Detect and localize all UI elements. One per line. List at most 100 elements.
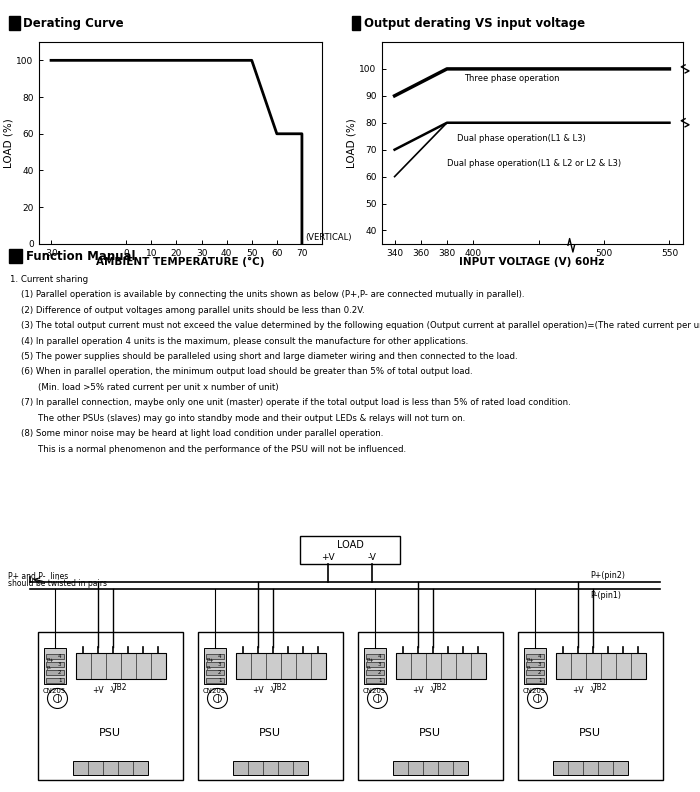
Text: Function Manual: Function Manual xyxy=(26,249,135,263)
Bar xyxy=(552,761,627,775)
Bar xyxy=(46,662,64,667)
Text: Dual phase operation(L1 & L2 or L2 & L3): Dual phase operation(L1 & L2 or L2 & L3) xyxy=(447,158,621,168)
Bar xyxy=(526,670,543,675)
Text: PSU: PSU xyxy=(419,728,441,737)
Text: 3: 3 xyxy=(538,662,542,667)
Bar xyxy=(73,761,148,775)
Bar xyxy=(556,653,645,679)
Text: P-: P- xyxy=(46,666,51,672)
Text: 2: 2 xyxy=(378,670,382,675)
Text: 4: 4 xyxy=(538,653,542,659)
Text: 1: 1 xyxy=(378,678,382,683)
Text: 1: 1 xyxy=(538,678,542,683)
Bar xyxy=(393,761,468,775)
Bar xyxy=(206,678,223,683)
Bar xyxy=(517,632,662,780)
Text: (VERTICAL): (VERTICAL) xyxy=(306,233,352,242)
Bar xyxy=(365,670,384,675)
Text: AMBIENT TEMPERATURE (°C): AMBIENT TEMPERATURE (°C) xyxy=(97,257,265,268)
Text: Dual phase operation(L1 & L3): Dual phase operation(L1 & L3) xyxy=(457,135,586,143)
Text: P+: P+ xyxy=(526,658,534,663)
Bar xyxy=(395,653,486,679)
Text: PSU: PSU xyxy=(579,728,601,737)
Text: (3) The total output current must not exceed the value determined by the followi: (3) The total output current must not ex… xyxy=(21,321,700,330)
Bar xyxy=(526,653,543,659)
Text: 4: 4 xyxy=(378,653,382,659)
Text: 1. Current sharing: 1. Current sharing xyxy=(10,275,89,284)
Text: (6) When in parallel operation, the minimum output load should be greater than 5: (6) When in parallel operation, the mini… xyxy=(21,367,472,376)
Text: P+(pin2): P+(pin2) xyxy=(590,571,625,580)
Text: +V: +V xyxy=(321,553,335,562)
Y-axis label: LOAD (%): LOAD (%) xyxy=(346,118,356,168)
Text: +V: +V xyxy=(572,687,584,695)
Text: -V: -V xyxy=(270,687,276,695)
Text: Output derating VS input voltage: Output derating VS input voltage xyxy=(364,17,585,30)
Text: TB2: TB2 xyxy=(433,683,448,692)
Bar xyxy=(358,632,503,780)
Text: -V: -V xyxy=(429,687,437,695)
Bar xyxy=(76,653,165,679)
Text: P-: P- xyxy=(367,666,372,672)
Text: (5) The power supplies should be paralleled using short and large diameter wirin: (5) The power supplies should be paralle… xyxy=(21,352,517,361)
Text: TB2: TB2 xyxy=(273,683,288,692)
Text: (7) In parallel connection, maybe only one unit (master) operate if the total ou: (7) In parallel connection, maybe only o… xyxy=(21,398,570,407)
Text: Three phase operation: Three phase operation xyxy=(464,74,559,83)
Bar xyxy=(197,632,342,780)
Text: CN205: CN205 xyxy=(363,687,386,694)
Bar xyxy=(365,678,384,683)
Bar xyxy=(526,678,543,683)
Text: 3: 3 xyxy=(218,662,221,667)
Text: P+ and P-  lines: P+ and P- lines xyxy=(8,572,69,581)
Text: 3: 3 xyxy=(58,662,62,667)
Bar xyxy=(300,535,400,564)
Text: 4: 4 xyxy=(218,653,221,659)
Bar xyxy=(365,662,384,667)
Text: (Min. load >5% rated current per unit x number of unit): (Min. load >5% rated current per unit x … xyxy=(38,383,279,392)
Text: P-: P- xyxy=(526,666,531,672)
Text: (4) In parallel operation 4 units is the maximum, please consult the manufacture: (4) In parallel operation 4 units is the… xyxy=(21,337,468,345)
Text: 1: 1 xyxy=(58,678,62,683)
Text: TB2: TB2 xyxy=(113,683,127,692)
Bar xyxy=(206,662,223,667)
Text: +V: +V xyxy=(92,687,104,695)
Bar xyxy=(235,653,326,679)
Text: CN205: CN205 xyxy=(43,687,66,694)
Text: P-(pin1): P-(pin1) xyxy=(590,591,621,600)
Bar xyxy=(206,653,223,659)
Text: -V: -V xyxy=(589,687,596,695)
Text: (8) Some minor noise may be heard at light load condition under parallel operati: (8) Some minor noise may be heard at lig… xyxy=(21,429,384,438)
Text: LOAD: LOAD xyxy=(337,539,363,550)
Bar xyxy=(46,670,64,675)
Text: P+: P+ xyxy=(367,658,374,663)
Text: CN205: CN205 xyxy=(523,687,546,694)
Text: INPUT VOLTAGE (V) 60Hz: INPUT VOLTAGE (V) 60Hz xyxy=(459,257,605,268)
Text: 2: 2 xyxy=(218,670,221,675)
Text: Derating Curve: Derating Curve xyxy=(23,17,124,30)
Text: P+: P+ xyxy=(206,658,214,663)
Text: +V: +V xyxy=(252,687,264,695)
Bar xyxy=(524,648,545,683)
Text: P-: P- xyxy=(206,666,211,672)
Text: (2) Difference of output voltages among parallel units should be less than 0.2V.: (2) Difference of output voltages among … xyxy=(21,306,365,314)
Text: -V: -V xyxy=(109,687,117,695)
Text: -V: -V xyxy=(368,553,377,562)
Text: 4: 4 xyxy=(58,653,62,659)
Text: P+: P+ xyxy=(46,658,54,663)
Text: PSU: PSU xyxy=(99,728,121,737)
Bar xyxy=(232,761,307,775)
Text: 2: 2 xyxy=(58,670,62,675)
Text: CN205: CN205 xyxy=(203,687,226,694)
Bar xyxy=(46,653,64,659)
Bar xyxy=(8,17,20,30)
Text: The other PSUs (slaves) may go into standby mode and their output LEDs & relays : The other PSUs (slaves) may go into stan… xyxy=(38,413,466,423)
Bar xyxy=(46,678,64,683)
Bar xyxy=(365,653,384,659)
Text: This is a normal phenomenon and the performance of the PSU will not be influence: This is a normal phenomenon and the perf… xyxy=(38,445,407,454)
Text: 1: 1 xyxy=(218,678,221,683)
Bar xyxy=(43,648,66,683)
Text: PSU: PSU xyxy=(259,728,281,737)
Text: TB2: TB2 xyxy=(594,683,608,692)
Bar xyxy=(204,648,225,683)
Bar xyxy=(526,662,543,667)
Bar xyxy=(38,632,183,780)
